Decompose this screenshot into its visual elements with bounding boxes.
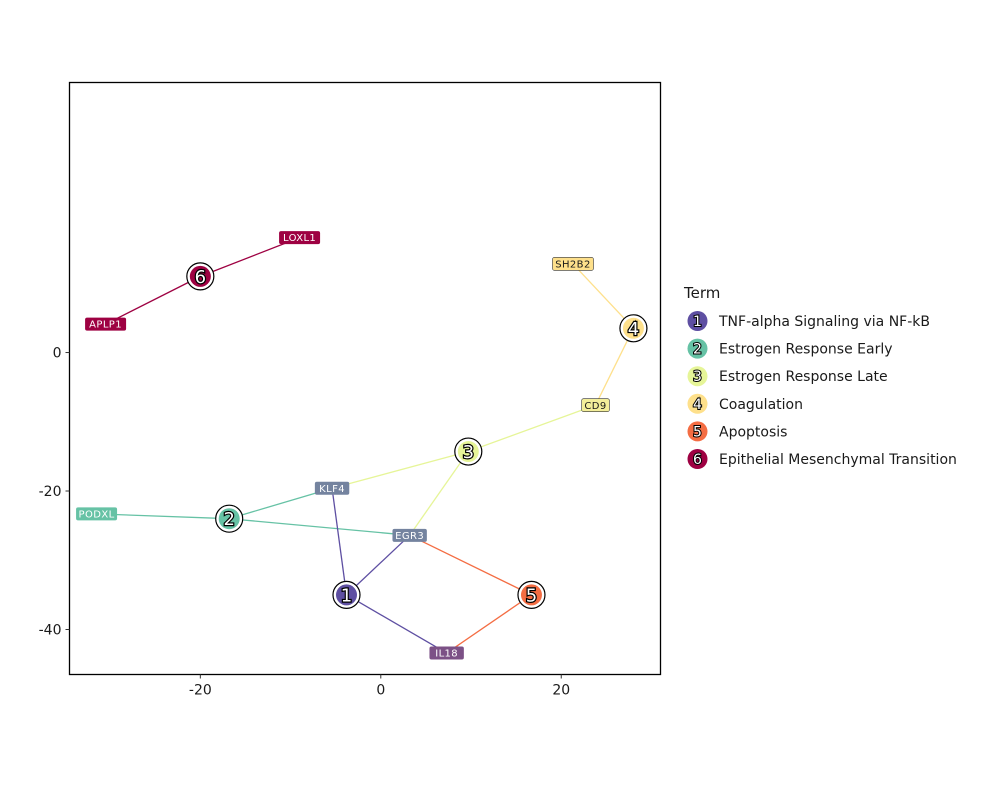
gene-label-box <box>581 398 610 412</box>
x-tick-label: -20 <box>189 683 212 699</box>
legend-item-3: 3 Estrogen Response Late <box>687 366 888 387</box>
legend-key <box>687 449 708 469</box>
legend-label: Estrogen Response Late <box>719 369 888 385</box>
gene-label-il18: IL18 <box>429 646 464 660</box>
edge-term-1-egr3 <box>346 534 411 596</box>
legend-label: Epithelial Mesenchymal Transition <box>719 452 957 468</box>
legend-item-6: 6 Epithelial Mesenchymal Transition <box>687 449 957 469</box>
legend-item-4: 4 Coagulation <box>687 393 803 414</box>
edge-term-2-egr3 <box>229 518 410 536</box>
legend-item-1: 1 TNF-alpha Signaling via NF-kB <box>687 311 930 331</box>
gene-label-sh2b2: SH2B2 <box>552 257 594 271</box>
gene-label-box <box>429 646 464 660</box>
gene-label-klf4: KLF4 <box>314 481 350 495</box>
x-tick-label: 20 <box>552 683 570 699</box>
legend-key-number: 1 <box>693 314 702 330</box>
legend-label: Apoptosis <box>719 424 787 440</box>
edge-term-3-cd9 <box>468 404 596 453</box>
term-node-1: 1 <box>332 580 361 609</box>
legend-key <box>687 366 708 387</box>
term-node-number: 3 <box>463 442 474 463</box>
legend-key-number: 5 <box>693 424 702 440</box>
term-node-2: 2 <box>215 504 244 533</box>
genes-layer: LOXL1 APLP1 SH2B2 CD9 KLF4 PODXL EGR3 IL18 <box>76 231 610 660</box>
edge-term-3-egr3 <box>409 451 469 536</box>
gene-label-box <box>76 507 118 521</box>
term-node-number: 4 <box>628 319 639 340</box>
terms-layer: 1 2 3 4 5 6 <box>186 262 648 609</box>
term-node-number: 6 <box>195 267 206 288</box>
x-tick-label: 0 <box>376 683 385 699</box>
gene-label-box <box>552 257 594 271</box>
term-node-5: 5 <box>517 580 546 609</box>
edge-term-1-il18 <box>346 594 447 654</box>
gene-label-podxl: PODXL <box>76 507 118 521</box>
edges-layer <box>96 236 635 654</box>
axes-layer: -20 0 20 0 -20 -40 <box>39 346 571 699</box>
edge-term-6-aplp1 <box>105 275 201 325</box>
legend-label: TNF-alpha Signaling via NF-kB <box>718 314 930 330</box>
gene-label-text: APLP1 <box>89 320 122 331</box>
term-node-6: 6 <box>186 262 215 291</box>
legend-key <box>687 311 708 331</box>
legend-label: Estrogen Response Early <box>719 342 893 358</box>
gene-label-text: IL18 <box>435 649 458 660</box>
edge-term-1-klf4 <box>331 488 348 595</box>
y-tick-label: -20 <box>39 484 62 500</box>
gene-label-box <box>279 231 321 245</box>
gene-label-text: CD9 <box>584 401 606 412</box>
gene-label-text: LOXL1 <box>283 233 316 244</box>
legend-key-number: 3 <box>693 369 702 385</box>
gene-label-box <box>314 481 350 495</box>
edge-term-4-cd9 <box>594 328 635 406</box>
plot-panel-border <box>68 81 662 676</box>
legend-key <box>687 393 708 414</box>
gene-label-box <box>392 528 427 542</box>
edge-term-5-egr3 <box>409 534 532 596</box>
legend-key-number: 2 <box>693 342 702 358</box>
gene-label-aplp1: APLP1 <box>85 317 127 331</box>
term-node-number: 5 <box>526 585 537 606</box>
term-node-fill <box>336 584 358 606</box>
edge-term-3-klf4 <box>331 450 469 489</box>
term-node-fill <box>520 584 542 606</box>
term-node-fill <box>457 441 479 463</box>
legend-key-number: 6 <box>693 452 702 468</box>
gene-label-text: KLF4 <box>319 484 345 495</box>
edge-term-2-podxl <box>96 513 230 520</box>
legend-label: Coagulation <box>719 397 803 413</box>
term-node-fill <box>622 317 644 339</box>
gene-label-loxl1: LOXL1 <box>279 231 321 245</box>
term-node-fill <box>218 508 240 530</box>
legend-item-2: 2 Estrogen Response Early <box>687 338 893 359</box>
gene-label-text: SH2B2 <box>555 260 590 271</box>
edge-term-5-il18 <box>446 594 532 654</box>
edge-term-2-klf4 <box>229 487 333 520</box>
y-tick-label: 0 <box>53 346 62 362</box>
edge-term-4-sh2b2 <box>572 263 634 329</box>
legend-key-number: 4 <box>693 397 702 413</box>
term-node-number: 1 <box>341 585 352 606</box>
y-tick-label: -40 <box>39 622 62 638</box>
term-node-4: 4 <box>619 314 648 343</box>
gene-label-egr3: EGR3 <box>392 528 427 542</box>
legend-key <box>687 338 708 359</box>
term-node-fill <box>189 265 211 287</box>
term-node-number: 2 <box>223 509 234 530</box>
gene-label-box <box>85 317 127 331</box>
gene-label-text: PODXL <box>79 509 115 520</box>
gene-label-cd9: CD9 <box>581 398 610 412</box>
legend-item-5: 5 Apoptosis <box>687 421 787 442</box>
gene-label-text: EGR3 <box>395 531 424 542</box>
legend-title: Term <box>683 284 720 302</box>
legend: Term 1 TNF-alpha Signaling via NF-kB 2 Estr… <box>683 284 957 469</box>
legend-key <box>687 421 708 442</box>
term-node-3: 3 <box>454 437 483 466</box>
